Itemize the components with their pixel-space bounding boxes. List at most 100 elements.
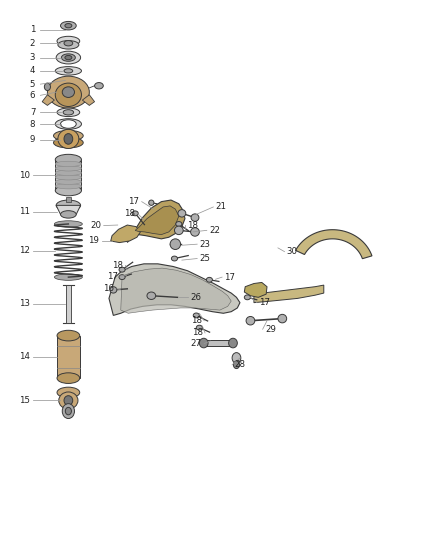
Ellipse shape <box>47 76 89 108</box>
Text: 13: 13 <box>19 299 30 308</box>
Ellipse shape <box>178 209 186 217</box>
Ellipse shape <box>44 83 50 91</box>
Ellipse shape <box>176 222 182 227</box>
Ellipse shape <box>55 83 81 107</box>
Ellipse shape <box>55 166 81 171</box>
Ellipse shape <box>64 395 73 405</box>
Polygon shape <box>56 205 81 214</box>
Ellipse shape <box>54 274 82 280</box>
Ellipse shape <box>170 239 180 249</box>
Polygon shape <box>42 95 54 106</box>
Text: 8: 8 <box>30 119 35 128</box>
Text: 27: 27 <box>191 339 202 348</box>
Ellipse shape <box>196 325 202 330</box>
Ellipse shape <box>57 108 80 117</box>
Ellipse shape <box>244 295 251 300</box>
Ellipse shape <box>174 226 183 235</box>
Ellipse shape <box>58 41 79 49</box>
Ellipse shape <box>55 179 81 184</box>
Polygon shape <box>111 225 141 243</box>
Ellipse shape <box>64 69 73 73</box>
Text: 11: 11 <box>19 207 30 216</box>
Ellipse shape <box>55 119 81 130</box>
Polygon shape <box>127 200 185 243</box>
Text: 18: 18 <box>112 261 123 270</box>
Ellipse shape <box>55 185 81 196</box>
Polygon shape <box>135 206 179 235</box>
Ellipse shape <box>149 200 154 205</box>
Ellipse shape <box>53 131 83 141</box>
Polygon shape <box>82 95 95 106</box>
Text: 22: 22 <box>209 226 220 235</box>
Ellipse shape <box>233 361 240 368</box>
Bar <box>66 285 71 323</box>
Ellipse shape <box>55 155 81 165</box>
Text: 18: 18 <box>187 221 198 230</box>
Ellipse shape <box>110 287 117 293</box>
Text: 7: 7 <box>30 108 35 117</box>
Text: 3: 3 <box>30 53 35 62</box>
Ellipse shape <box>232 353 241 364</box>
Ellipse shape <box>191 214 199 221</box>
Ellipse shape <box>193 313 199 318</box>
Ellipse shape <box>191 228 199 236</box>
Text: 17: 17 <box>128 197 139 206</box>
Text: 10: 10 <box>19 171 30 180</box>
Ellipse shape <box>60 211 76 218</box>
Text: 18: 18 <box>192 328 203 337</box>
Ellipse shape <box>147 292 155 300</box>
Text: 18: 18 <box>191 316 202 325</box>
Text: 15: 15 <box>19 396 30 405</box>
Text: 9: 9 <box>30 135 35 144</box>
Ellipse shape <box>95 83 103 89</box>
Ellipse shape <box>62 87 74 98</box>
Ellipse shape <box>55 183 81 189</box>
Ellipse shape <box>55 161 81 166</box>
Text: 20: 20 <box>90 221 101 230</box>
Text: 4: 4 <box>30 67 35 75</box>
Ellipse shape <box>65 55 72 60</box>
Ellipse shape <box>55 175 81 180</box>
Ellipse shape <box>63 110 74 115</box>
Ellipse shape <box>65 407 71 415</box>
Polygon shape <box>254 285 324 303</box>
Ellipse shape <box>57 36 80 46</box>
Text: 2: 2 <box>30 39 35 48</box>
Bar <box>66 197 71 202</box>
Text: 17: 17 <box>224 273 235 281</box>
Ellipse shape <box>132 211 138 216</box>
Text: 29: 29 <box>265 325 276 334</box>
Ellipse shape <box>55 67 81 75</box>
Text: 25: 25 <box>200 254 211 263</box>
Text: 12: 12 <box>19 246 30 255</box>
Ellipse shape <box>55 170 81 175</box>
Ellipse shape <box>56 51 81 64</box>
Ellipse shape <box>60 21 76 30</box>
Ellipse shape <box>59 392 78 409</box>
Text: 16: 16 <box>103 284 114 293</box>
Ellipse shape <box>206 277 212 282</box>
Text: 19: 19 <box>88 237 99 246</box>
Ellipse shape <box>56 200 81 211</box>
Polygon shape <box>121 268 231 313</box>
Text: 17: 17 <box>259 298 270 307</box>
Ellipse shape <box>65 23 72 28</box>
Polygon shape <box>244 282 267 297</box>
Ellipse shape <box>60 120 76 128</box>
Ellipse shape <box>119 274 125 279</box>
Ellipse shape <box>62 403 74 418</box>
Ellipse shape <box>61 54 75 61</box>
Text: 23: 23 <box>200 240 211 249</box>
Ellipse shape <box>58 130 79 149</box>
Polygon shape <box>296 230 372 259</box>
Ellipse shape <box>53 138 83 148</box>
Text: 6: 6 <box>30 91 35 100</box>
Bar <box>57 336 80 378</box>
Ellipse shape <box>57 387 80 398</box>
Text: 28: 28 <box>234 360 245 369</box>
Ellipse shape <box>57 373 80 383</box>
Text: 30: 30 <box>287 247 298 256</box>
Ellipse shape <box>64 134 73 144</box>
Ellipse shape <box>57 330 80 341</box>
Ellipse shape <box>246 317 255 325</box>
